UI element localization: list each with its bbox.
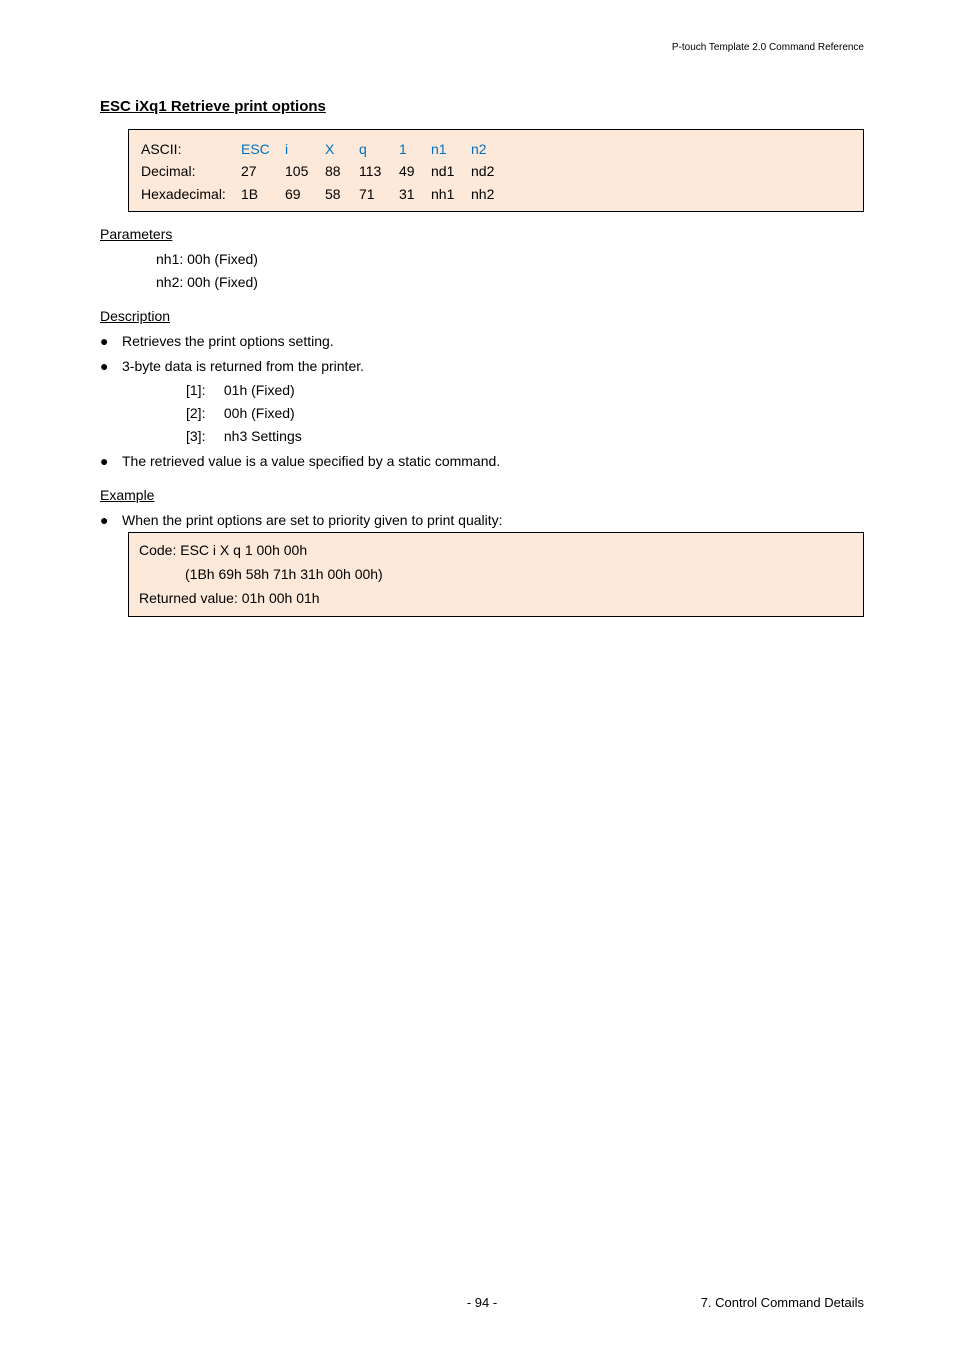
- cell: 69: [283, 183, 323, 205]
- sublist-val: nh3 Settings: [224, 428, 302, 444]
- cell: nd1: [429, 160, 469, 182]
- cell: 58: [323, 183, 357, 205]
- bullet-icon: ●: [100, 509, 122, 532]
- sublist-num: [1]:: [186, 379, 220, 402]
- page-footer: - 94 - 7. Control Command Details: [0, 1295, 954, 1310]
- example-heading: Example: [100, 487, 864, 503]
- cell: 49: [397, 160, 429, 182]
- bullet-icon: ●: [100, 450, 122, 473]
- cell: 31: [397, 183, 429, 205]
- command-table: ASCII: ESC i X q 1 n1 n2 Decimal: 27 105…: [139, 138, 509, 205]
- sublist-item: [3]: nh3 Settings: [186, 425, 864, 448]
- doc-header-title: P-touch Template 2.0 Command Reference: [672, 42, 864, 53]
- sublist-item: [2]: 00h (Fixed): [186, 402, 864, 425]
- example-line: (1Bh 69h 58h 71h 31h 00h 00h): [139, 563, 853, 587]
- footer-section-title: 7. Control Command Details: [701, 1295, 864, 1310]
- example-line: Returned value: 01h 00h 01h: [139, 587, 853, 611]
- example-bullet: When the print options are set to priori…: [122, 509, 864, 532]
- cell: nh2: [469, 183, 509, 205]
- example-code-box: Code: ESC i X q 1 00h 00h (1Bh 69h 58h 7…: [128, 532, 864, 617]
- cell: n1: [429, 138, 469, 160]
- section-title: ESC iXq1 Retrieve print options: [100, 98, 864, 115]
- description-bullet: Retrieves the print options setting.: [122, 330, 864, 353]
- cell: nd2: [469, 160, 509, 182]
- cell: 27: [239, 160, 283, 182]
- table-row: Decimal: 27 105 88 113 49 nd1 nd2: [139, 160, 509, 182]
- sublist-num: [3]:: [186, 425, 220, 448]
- table-row: ASCII: ESC i X q 1 n1 n2: [139, 138, 509, 160]
- description-bullet: The retrieved value is a value specified…: [122, 450, 864, 473]
- cell: 71: [357, 183, 397, 205]
- cell: nh1: [429, 183, 469, 205]
- description-heading: Description: [100, 308, 864, 324]
- cell: 1B: [239, 183, 283, 205]
- cell: ESC: [239, 138, 283, 160]
- cell: 1: [397, 138, 429, 160]
- table-row: Hexadecimal: 1B 69 58 71 31 nh1 nh2: [139, 183, 509, 205]
- cell: 88: [323, 160, 357, 182]
- cell: 113: [357, 160, 397, 182]
- bullet-icon: ●: [100, 355, 122, 378]
- command-code-box: ASCII: ESC i X q 1 n1 n2 Decimal: 27 105…: [128, 129, 864, 212]
- cell: q: [357, 138, 397, 160]
- cell: n2: [469, 138, 509, 160]
- bullet-icon: ●: [100, 330, 122, 353]
- parameter-line: nh2: 00h (Fixed): [156, 271, 864, 294]
- sublist-val: 00h (Fixed): [224, 405, 295, 421]
- sublist-item: [1]: 01h (Fixed): [186, 379, 864, 402]
- sublist-val: 01h (Fixed): [224, 382, 295, 398]
- cell: i: [283, 138, 323, 160]
- row-label: Hexadecimal:: [139, 183, 239, 205]
- cell: X: [323, 138, 357, 160]
- cell: 105: [283, 160, 323, 182]
- parameters-heading: Parameters: [100, 226, 864, 242]
- row-label: Decimal:: [139, 160, 239, 182]
- sublist-num: [2]:: [186, 402, 220, 425]
- example-line: Code: ESC i X q 1 00h 00h: [139, 539, 853, 563]
- parameter-line: nh1: 00h (Fixed): [156, 248, 864, 271]
- description-bullet: 3-byte data is returned from the printer…: [122, 355, 864, 378]
- row-label: ASCII:: [139, 138, 239, 160]
